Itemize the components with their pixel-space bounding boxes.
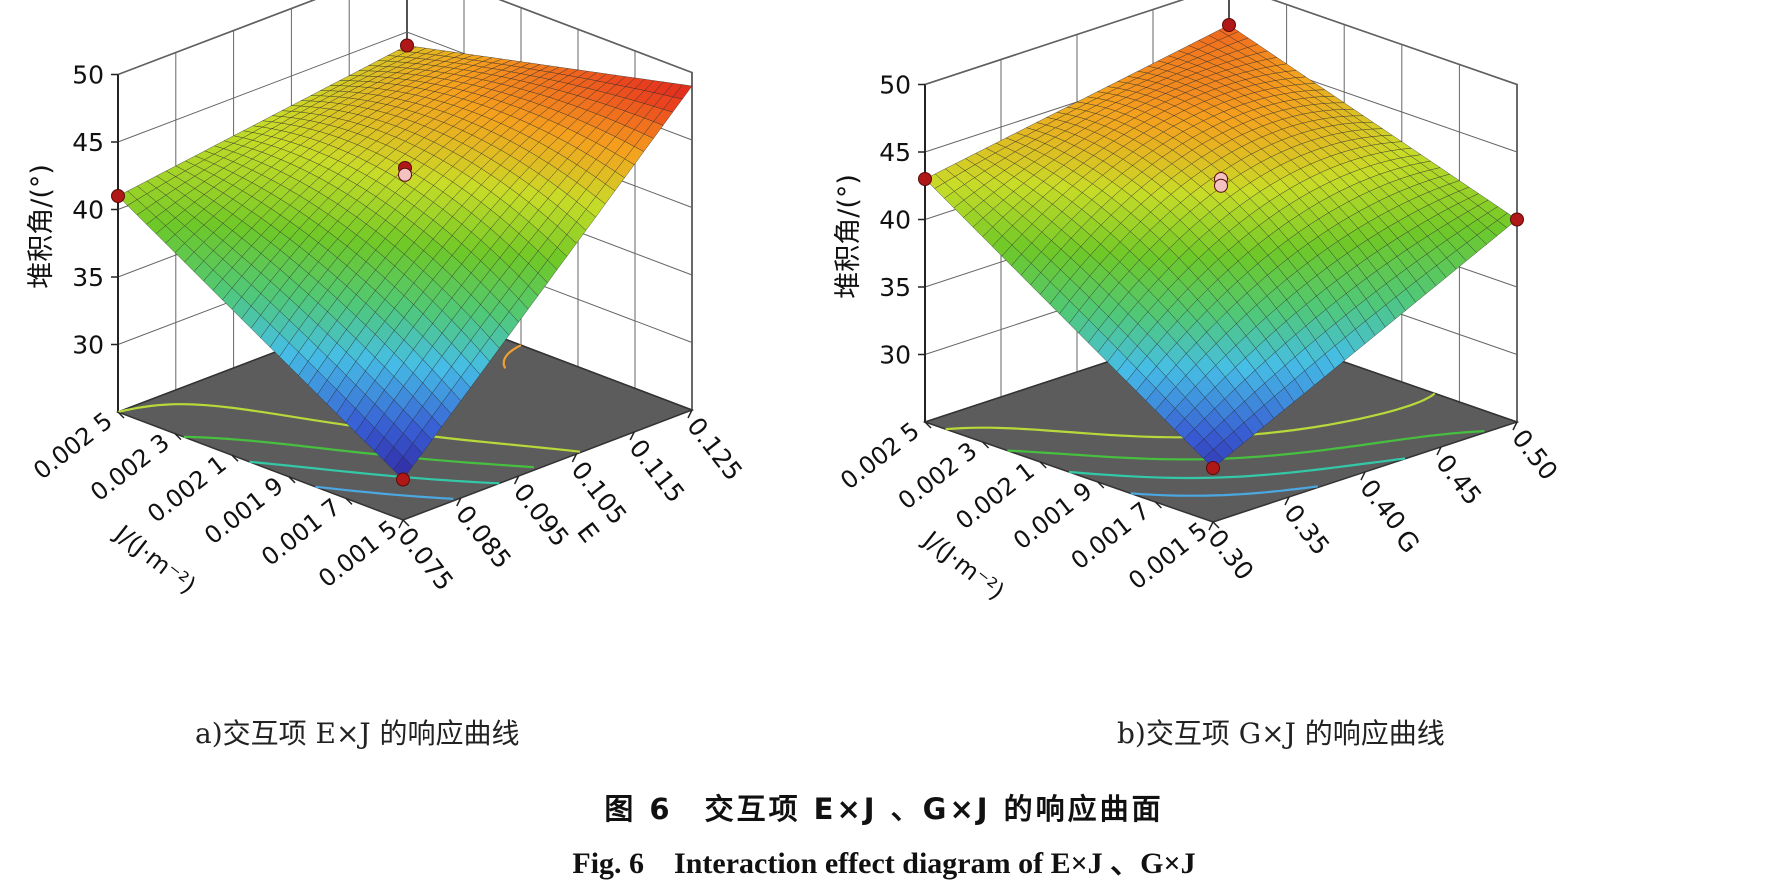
x-tick (1284, 496, 1290, 506)
wall-gridline (924, 0, 1518, 85)
contour-line (183, 435, 534, 469)
design-point (396, 472, 410, 487)
response-surface (924, 24, 1518, 469)
y-tick (345, 497, 353, 505)
x-tick (687, 409, 693, 419)
z-tick-label: 30 (72, 331, 104, 360)
contour-line (502, 344, 522, 369)
x-tick (513, 475, 520, 485)
x-tick-label: 0.115 (623, 434, 690, 508)
x-tick (1360, 471, 1366, 481)
x-tick (1436, 446, 1442, 456)
contour-line (117, 403, 581, 453)
wall-gridline (117, 0, 693, 75)
panel-b-caption: b)交互项 G×J 的响应曲线 (1117, 717, 1445, 750)
x-tick-label: 0.095 (508, 478, 575, 552)
z-tick-label: 50 (879, 71, 911, 100)
x-tick-label: 0.30 (1202, 524, 1259, 586)
design-point (1214, 178, 1228, 193)
x-axis-label: E (570, 517, 604, 548)
x-tick-label: 0.075 (392, 522, 459, 596)
z-tick-label: 45 (72, 128, 104, 157)
design-point (400, 38, 414, 53)
design-point (918, 172, 932, 186)
response-surface (117, 45, 693, 480)
contour-line (249, 460, 500, 485)
y-tick (1097, 481, 1105, 489)
x-tick-label: 0.35 (1278, 499, 1335, 561)
x-tick (571, 453, 578, 463)
contour-line (945, 392, 1436, 439)
y-tick (288, 476, 296, 484)
panel-a-caption: a)交互项 E×J 的响应曲线 (195, 717, 520, 750)
z-axis-label: 堆积角/(°) (26, 164, 57, 289)
x-tick (1512, 421, 1518, 431)
chart-panel-a: 3035404550堆积角/(°)0.0750.0850.0950.1050.1… (26, 0, 748, 600)
design-point (1510, 212, 1524, 227)
y-axis-label: J/(J·m⁻²) (917, 524, 1010, 605)
design-point (111, 189, 125, 203)
contour-line (1007, 430, 1485, 461)
x-tick-label: 0.50 (1506, 424, 1563, 486)
z-tick-label: 50 (72, 61, 104, 90)
y-tick (402, 519, 410, 527)
x-tick (398, 519, 404, 529)
x-tick (456, 497, 462, 507)
figure-caption-cn: 图 6 交互项 E×J 、G×J 的响应曲面 (604, 792, 1164, 826)
x-tick-label: 0.45 (1430, 449, 1487, 511)
x-tick-label: 0.40 (1354, 474, 1411, 536)
z-tick-label: 40 (72, 196, 104, 225)
design-point (1222, 18, 1236, 32)
y-tick (924, 421, 932, 429)
z-tick-label: 40 (879, 206, 911, 235)
x-tick-label: 0.085 (450, 500, 517, 574)
y-tick (982, 441, 990, 449)
y-tick (1212, 521, 1220, 529)
z-axis-label: 堆积角/(°) (833, 174, 864, 299)
x-tick (629, 431, 635, 441)
z-tick-label: 45 (879, 138, 911, 167)
y-tick (174, 433, 182, 441)
y-axis-label: J/(J·m⁻²) (108, 518, 201, 599)
x-tick (1208, 521, 1214, 531)
design-point (398, 167, 412, 182)
contour-line (315, 485, 454, 500)
design-point (1206, 461, 1220, 475)
x-tick-label: 0.125 (681, 412, 748, 486)
y-tick (231, 454, 239, 462)
z-tick-label: 35 (879, 273, 911, 302)
surface-facet (393, 456, 413, 480)
y-tick (1039, 461, 1047, 469)
figure-caption-en: Fig. 6 Interaction effect diagram of E×J… (572, 847, 1196, 880)
y-tick (117, 411, 125, 419)
contour-line (1068, 457, 1406, 480)
contour-line (1130, 485, 1318, 497)
x-tick-label: 0.105 (566, 456, 633, 530)
y-tick (1154, 501, 1162, 509)
z-tick-label: 30 (879, 341, 911, 370)
z-tick-label: 35 (72, 263, 104, 292)
